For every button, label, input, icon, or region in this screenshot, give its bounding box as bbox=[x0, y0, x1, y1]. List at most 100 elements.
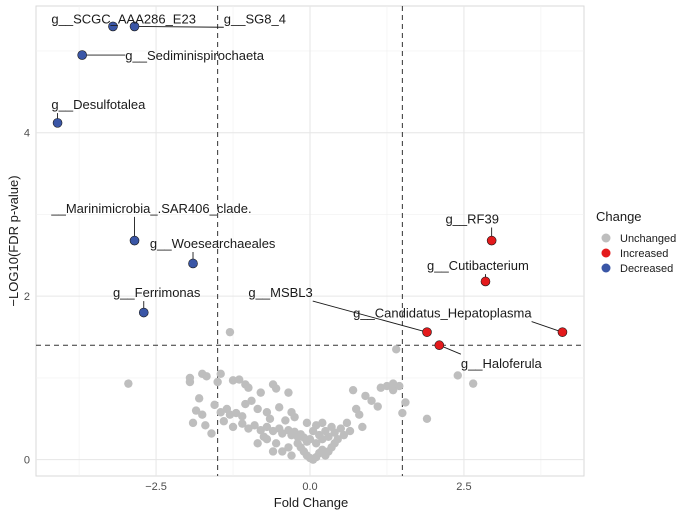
unchanged-point bbox=[207, 429, 216, 438]
unchanged-point bbox=[284, 388, 293, 397]
unchanged-point bbox=[256, 426, 265, 435]
unchanged-point bbox=[373, 402, 382, 411]
unchanged-point bbox=[468, 379, 478, 388]
unchanged-point bbox=[333, 435, 342, 444]
unchanged-point bbox=[262, 408, 272, 417]
unchanged-point bbox=[247, 396, 256, 405]
unchanged-point bbox=[265, 414, 275, 423]
increased-point bbox=[486, 235, 497, 246]
unchanged-point bbox=[348, 385, 358, 395]
label-leader-line bbox=[531, 321, 563, 333]
unchanged-point bbox=[278, 447, 287, 456]
increased-point bbox=[557, 327, 568, 337]
legend-label: Decreased bbox=[620, 263, 673, 275]
unchanged-point bbox=[202, 372, 211, 381]
y-tick-label: 4 bbox=[24, 128, 30, 140]
point-label: g__Woesearchaeales bbox=[150, 236, 276, 251]
unchanged-point bbox=[388, 385, 398, 395]
unchanged-point bbox=[216, 408, 225, 417]
unchanged-point bbox=[234, 375, 244, 384]
unchanged-point bbox=[228, 422, 238, 432]
unchanged-point bbox=[305, 435, 315, 444]
unchanged-point bbox=[287, 451, 296, 460]
legend-label: Unchanged bbox=[620, 233, 676, 245]
point-label: g__Candidatus_Hepatoplasma bbox=[353, 306, 532, 321]
point-label: g__Sediminispirochaeta bbox=[125, 48, 265, 63]
legend-title: Change bbox=[596, 209, 642, 224]
increased-point bbox=[480, 276, 491, 287]
point-label: g__Haloferula bbox=[461, 356, 543, 371]
unchanged-point bbox=[238, 419, 247, 428]
unchanged-point bbox=[401, 398, 410, 407]
unchanged-point bbox=[392, 345, 401, 354]
unchanged-point bbox=[336, 424, 345, 433]
legend-key-increased bbox=[601, 248, 611, 258]
x-tick-label: 0.0 bbox=[302, 481, 317, 493]
unchanged-point bbox=[395, 381, 404, 391]
decreased-point bbox=[138, 307, 149, 318]
point-label: g__RF39 bbox=[445, 212, 498, 227]
label-leader-line bbox=[312, 300, 428, 333]
unchanged-point bbox=[198, 410, 207, 419]
unchanged-point bbox=[259, 432, 269, 441]
x-tick-label: 2.5 bbox=[456, 481, 471, 493]
unchanged-point bbox=[281, 416, 290, 425]
grid bbox=[35, 5, 585, 477]
unchanged-point bbox=[271, 439, 281, 448]
y-tick-label: 0 bbox=[24, 455, 30, 467]
unchanged-point bbox=[275, 403, 284, 412]
decreased-point bbox=[52, 118, 63, 128]
unchanged-point bbox=[367, 396, 376, 405]
unchanged-point bbox=[194, 394, 204, 403]
unchanged-point bbox=[185, 377, 195, 387]
unchanged-point bbox=[422, 414, 432, 423]
unchanged-point bbox=[228, 376, 238, 385]
point-label: g__Cutibacterium bbox=[427, 258, 529, 273]
unchanged-point bbox=[453, 371, 462, 380]
decreased-point bbox=[77, 50, 87, 60]
unchanged-point bbox=[284, 443, 293, 452]
unchanged-point bbox=[302, 418, 312, 428]
unchanged-point bbox=[241, 399, 250, 409]
unchanged-point bbox=[355, 410, 364, 419]
point-label: g__MSBL3 bbox=[248, 285, 312, 300]
unchanged-point bbox=[219, 417, 228, 426]
unchanged-point bbox=[345, 426, 355, 436]
unchanged-point bbox=[311, 439, 321, 448]
unchanged-point bbox=[244, 424, 253, 433]
increased-point bbox=[422, 327, 432, 337]
unchanged-point bbox=[238, 412, 247, 421]
unchanged-point bbox=[216, 369, 225, 379]
data-points bbox=[52, 21, 568, 464]
point-label: __Marinimicrobia_.SAR406_clade. bbox=[50, 201, 251, 216]
threshold-lines bbox=[36, 6, 584, 476]
unchanged-point bbox=[342, 418, 352, 428]
unchanged-point bbox=[250, 421, 259, 430]
unchanged-point bbox=[210, 400, 219, 410]
y-tick-label: 2 bbox=[24, 291, 30, 303]
increased-point bbox=[434, 340, 445, 351]
legend: Change Unchanged Increased Decreased bbox=[596, 209, 676, 275]
x-tick-label: −2.5 bbox=[145, 481, 167, 493]
unchanged-point bbox=[244, 383, 253, 392]
label-leader-line bbox=[134, 25, 224, 28]
unchanged-point bbox=[278, 429, 287, 438]
unchanged-point bbox=[262, 422, 272, 432]
unchanged-point bbox=[358, 422, 367, 432]
unchanged-point bbox=[361, 391, 370, 401]
unchanged-point bbox=[271, 384, 281, 393]
point-label: g__Desulfotalea bbox=[51, 97, 146, 112]
unchanged-point bbox=[253, 439, 262, 448]
unchanged-point bbox=[213, 377, 222, 387]
x-axis-title: Fold Change bbox=[274, 495, 348, 510]
legend-key-unchanged bbox=[601, 233, 611, 243]
point-labels: g__SCGC_AAA286_E23 g__SG8_4 g__Sediminispi… bbox=[50, 11, 542, 371]
unchanged-point bbox=[318, 418, 327, 428]
unchanged-point bbox=[324, 432, 333, 441]
unchanged-point bbox=[268, 447, 278, 456]
unchanged-point bbox=[191, 406, 201, 415]
y-axis-title: −LOG10(FDR p-value) bbox=[6, 175, 21, 306]
unchanged-point bbox=[201, 421, 210, 430]
